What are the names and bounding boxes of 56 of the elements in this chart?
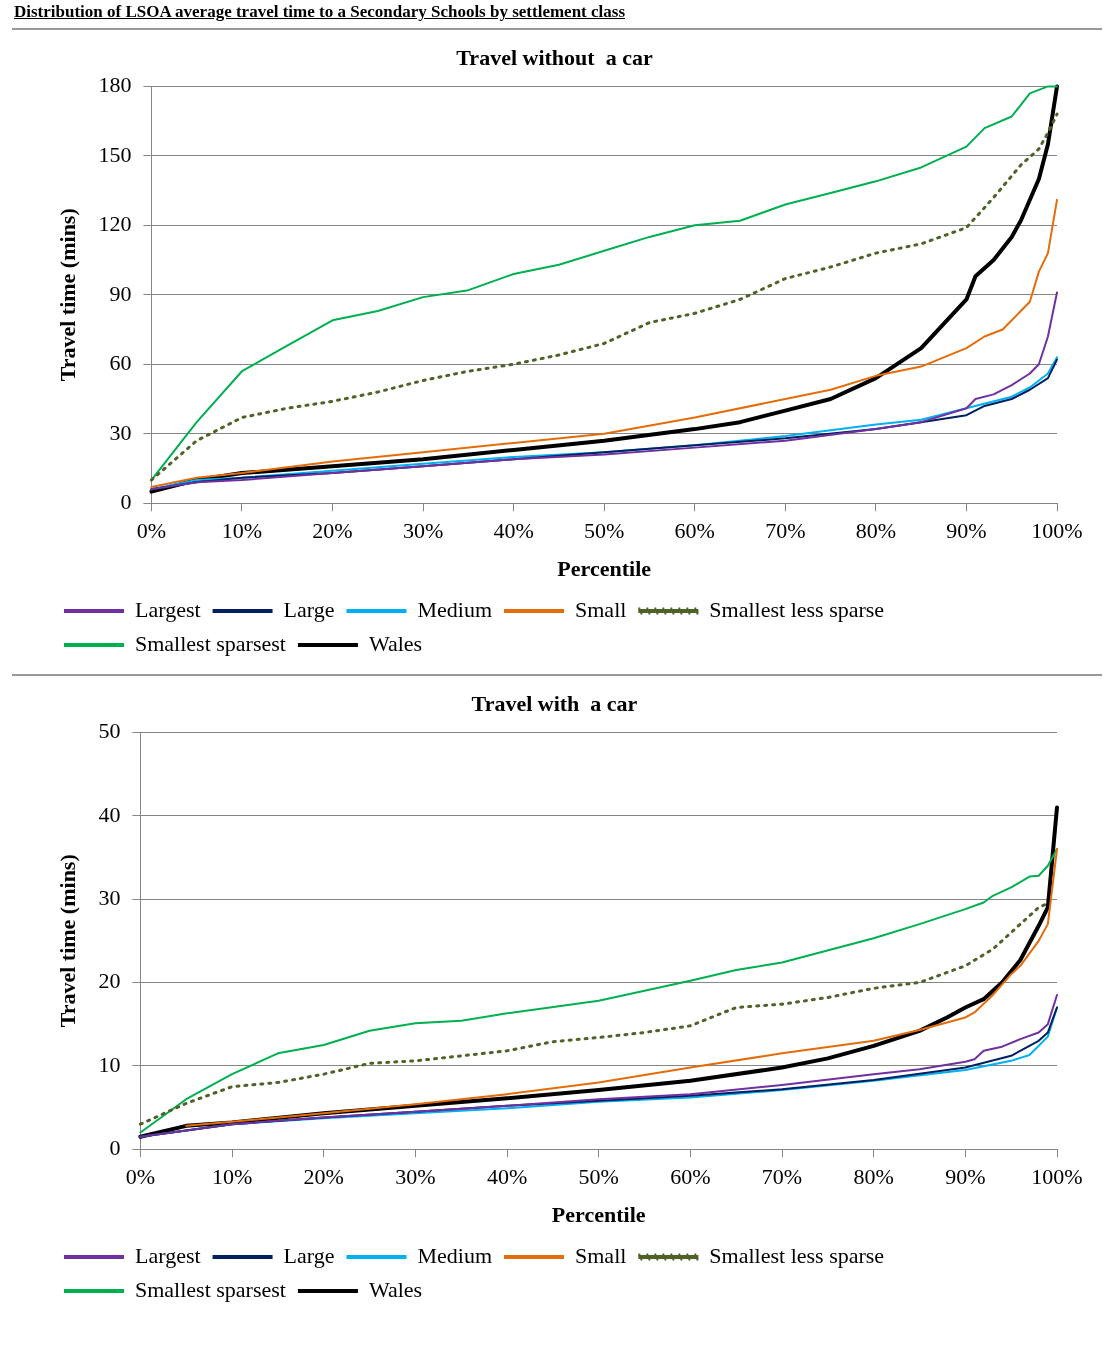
x-tick-label: 70% xyxy=(761,1164,803,1190)
x-tick-label: 60% xyxy=(674,518,715,544)
legend-label: Smallest sparsest xyxy=(135,1276,286,1302)
y-tick-label: 60 xyxy=(109,350,132,376)
legend-label: Smallest less sparse xyxy=(709,596,885,622)
x-tick-label: 20% xyxy=(303,1164,344,1190)
chart-title: Travel without a car xyxy=(456,44,653,70)
x-tick-label: 50% xyxy=(578,1164,619,1190)
legend-label: Wales xyxy=(368,630,423,656)
y-tick-label: 10 xyxy=(98,1051,121,1077)
x-tick-label: 40% xyxy=(493,518,534,544)
y-tick-label: 50 xyxy=(98,718,121,744)
x-tick-label: 30% xyxy=(402,518,444,544)
x-axis-title: Percentile xyxy=(551,1202,646,1228)
x-tick-label: 80% xyxy=(853,1164,894,1190)
x-tick-label: 10% xyxy=(211,1164,253,1190)
y-tick-label: 30 xyxy=(98,884,121,910)
y-tick-label: 180 xyxy=(98,72,132,98)
legend-label: Largest xyxy=(135,1242,201,1268)
legend-label: Smallest less sparse xyxy=(709,1242,885,1268)
x-tick-label: 20% xyxy=(312,518,353,544)
y-tick-label: 0 xyxy=(120,488,132,514)
legend-label: Small xyxy=(575,1242,627,1268)
legend-label: Medium xyxy=(417,1242,493,1268)
y-tick-label: 0 xyxy=(109,1134,121,1160)
chart-title: Travel with a car xyxy=(471,690,638,716)
x-tick-label: 100% xyxy=(1031,1164,1083,1190)
x-tick-label: 30% xyxy=(395,1164,436,1190)
y-tick-label: 150 xyxy=(98,141,132,167)
y-tick-label: 90 xyxy=(109,280,132,306)
text: Distribution of LSOA average travel time to a Secondary Schools by settlement class xyxy=(13,1,626,23)
legend-label: Large xyxy=(283,596,335,622)
x-axis-title: Percentile xyxy=(557,556,652,582)
x-tick-label: 0% xyxy=(136,518,167,544)
x-tick-label: 40% xyxy=(486,1164,528,1190)
legend-label: Largest xyxy=(135,596,201,622)
x-tick-label: 60% xyxy=(670,1164,711,1190)
x-tick-label: 80% xyxy=(855,518,897,544)
y-tick-label: 40 xyxy=(98,801,121,827)
legend-label: Large xyxy=(283,1242,335,1268)
x-tick-label: 50% xyxy=(584,518,625,544)
legend-label: Wales xyxy=(368,1276,423,1302)
y-axis-title: Travel time (mins) xyxy=(54,208,80,382)
legend-label: Smallest sparsest xyxy=(135,630,286,656)
y-tick-label: 120 xyxy=(98,211,132,237)
legend-label: Medium xyxy=(417,596,493,622)
x-tick-label: 90% xyxy=(945,1164,986,1190)
y-axis-title: Travel time (mins) xyxy=(54,854,80,1028)
x-tick-label: 10% xyxy=(221,518,263,544)
x-tick-label: 0% xyxy=(125,1164,156,1190)
y-tick-label: 20 xyxy=(98,968,121,994)
x-tick-label: 70% xyxy=(765,518,806,544)
legend-label: Small xyxy=(575,596,627,622)
x-tick-label: 90% xyxy=(946,518,987,544)
y-tick-label: 30 xyxy=(109,419,132,445)
x-tick-label: 100% xyxy=(1031,518,1083,544)
